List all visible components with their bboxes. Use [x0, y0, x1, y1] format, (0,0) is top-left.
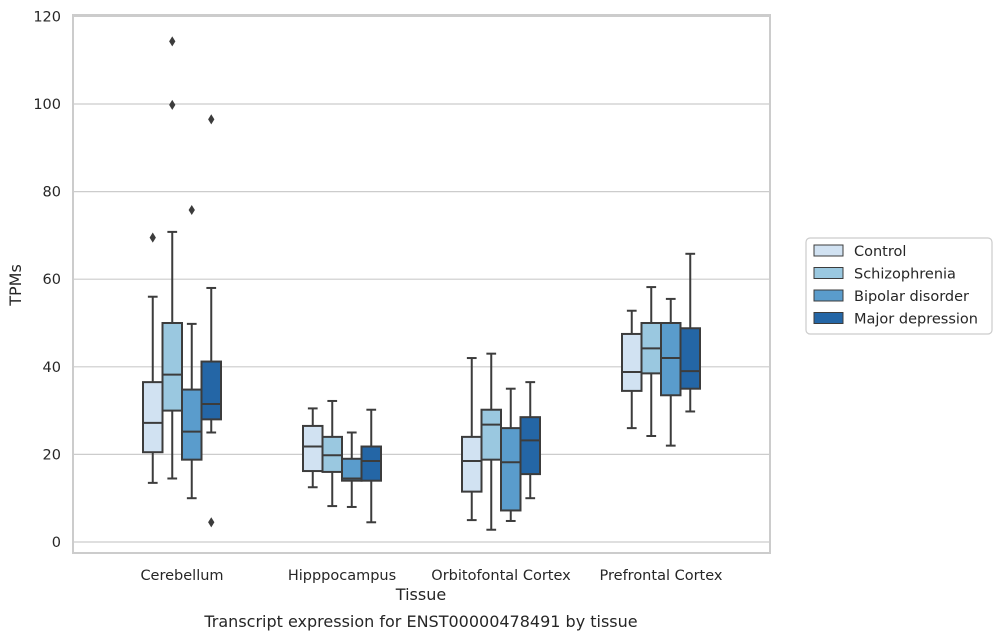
box: [181, 388, 203, 461]
outlier-marker: [149, 232, 156, 243]
outlier-marker: [208, 114, 215, 125]
legend: Control Schizophrenia Bipolar disorder Majo…: [805, 237, 993, 335]
box-group: [621, 309, 643, 430]
plot-frame: [72, 14, 771, 554]
box-group: [200, 114, 222, 528]
y-tick-label: 20: [43, 447, 61, 463]
box: [519, 416, 541, 476]
box-group: [321, 399, 343, 508]
x-axis-label: Tissue: [395, 585, 446, 604]
box-group: [660, 297, 682, 447]
box: [341, 457, 363, 482]
box: [660, 322, 682, 397]
box-group: [142, 232, 164, 484]
box: [461, 435, 483, 493]
box: [679, 327, 701, 390]
x-axis-categories: Cerebellum Hipppocampus Orbitofontal Corte…: [140, 568, 722, 584]
box-group: [360, 408, 382, 524]
box-group: [679, 252, 701, 413]
box: [161, 322, 183, 412]
legend-label: Schizophrenia: [854, 267, 956, 283]
box: [302, 424, 324, 473]
box-group: [640, 286, 662, 438]
outlier-marker: [188, 204, 195, 216]
box: [480, 408, 502, 461]
box: [621, 332, 643, 392]
outlier-marker: [169, 99, 176, 110]
chart-caption: Transcript expression for ENST0000047849…: [203, 612, 637, 631]
y-tick-label: 100: [33, 97, 61, 113]
legend-swatch: [813, 244, 844, 257]
legend-label: Major depression: [854, 312, 978, 328]
x-tick-label: Orbitofontal Cortex: [431, 568, 571, 584]
legend-swatch: [813, 267, 844, 279]
box: [142, 381, 164, 454]
box-group: [181, 204, 203, 500]
y-tick-label: 40: [43, 360, 61, 376]
legend-frame: [805, 237, 993, 335]
x-tick-label: Prefrontal Cortex: [600, 568, 723, 584]
y-tick-label: 80: [43, 185, 61, 201]
legend-label: Bipolar disorder: [854, 289, 969, 305]
x-tick-label: Hipppocampus: [288, 568, 396, 584]
outlier-marker: [208, 517, 215, 528]
y-tick-label: 60: [43, 272, 61, 288]
legend-label: Control: [854, 244, 906, 260]
y-axis-label: TPMs: [6, 264, 25, 307]
box-group: [161, 36, 183, 480]
legend-swatch: [813, 312, 844, 324]
x-tick-label: Cerebellum: [140, 568, 223, 584]
gridlines: [73, 15, 770, 543]
box-group: [302, 407, 324, 489]
y-tick-label: 0: [52, 535, 61, 551]
box: [500, 427, 522, 512]
legend-swatch: [813, 289, 844, 302]
box-group: [341, 431, 363, 508]
box-group: [480, 352, 502, 531]
box: [200, 360, 222, 421]
y-tick-label: 120: [33, 9, 61, 25]
box-group: [461, 357, 483, 522]
box-group: [500, 387, 522, 522]
y-axis-ticks: 0 20 40 60 80 100 120: [33, 9, 61, 551]
box-series: [142, 36, 701, 531]
outlier-marker: [169, 36, 176, 47]
box-group: [519, 381, 541, 500]
box: [360, 445, 382, 482]
